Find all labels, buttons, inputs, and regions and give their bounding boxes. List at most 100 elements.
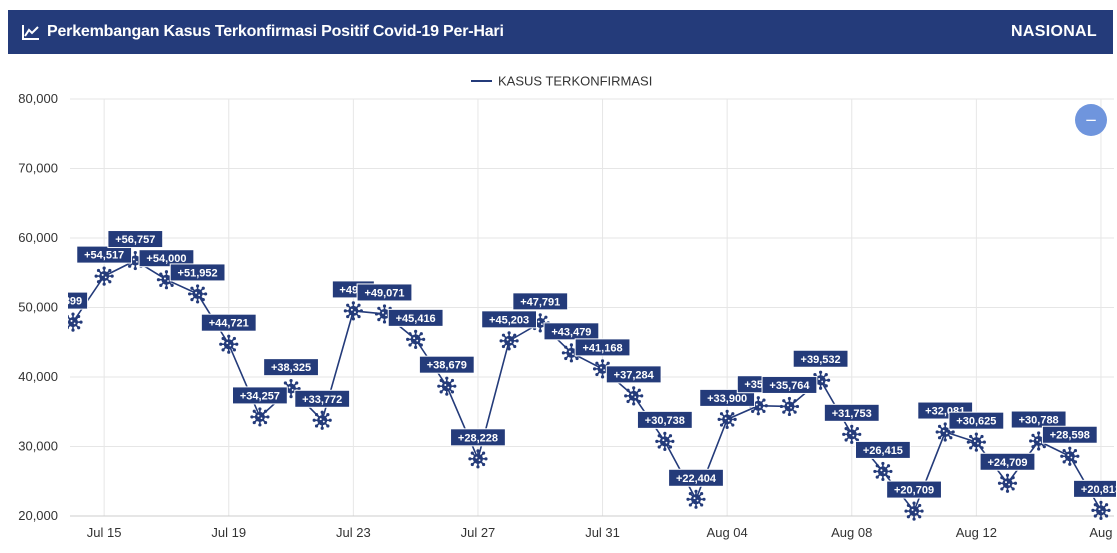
- data-label: +26,415: [855, 440, 911, 459]
- data-label: +28,228: [450, 428, 506, 447]
- x-tick-label: Aug: [1089, 525, 1112, 540]
- y-tick-label: 30,000: [18, 439, 58, 454]
- y-axis: 20,000 30,000 40,000 50,000 60,000 70,000 80,0…: [18, 91, 1114, 523]
- data-label: +38,679: [418, 355, 475, 374]
- data-point-virus-icon[interactable]: [437, 376, 457, 396]
- data-label: 899: [64, 291, 89, 310]
- data-label-text: +28,228: [458, 432, 498, 444]
- data-label: +34,257: [232, 386, 288, 405]
- data-label: +56,757: [107, 230, 164, 249]
- data-label-text: +47,791: [520, 296, 560, 308]
- data-point-virus-icon[interactable]: [1091, 500, 1111, 520]
- data-label: +24,709: [979, 452, 1036, 471]
- data-point-virus-icon[interactable]: [717, 409, 737, 429]
- data-label-text: +51,952: [178, 267, 218, 279]
- data-label: +45,203: [481, 310, 538, 329]
- y-tick-label: 20,000: [18, 508, 58, 523]
- data-point-virus-icon[interactable]: [935, 422, 955, 442]
- data-label: +37,284: [605, 365, 662, 384]
- data-point-virus-icon[interactable]: [655, 431, 675, 451]
- x-tick-label: Jul 15: [87, 525, 122, 540]
- line-chart-icon: [22, 25, 39, 40]
- header-title-group: Perkembangan Kasus Terkonfirmasi Positif…: [22, 10, 504, 54]
- page-title: Perkembangan Kasus Terkonfirmasi Positif…: [47, 23, 504, 40]
- data-label: +20,709: [886, 480, 942, 499]
- data-label-text: +54,000: [146, 253, 186, 265]
- x-tick-label: Jul 23: [336, 525, 371, 540]
- data-point-virus-icon[interactable]: [779, 396, 800, 417]
- data-point-virus-icon[interactable]: [63, 312, 83, 332]
- data-point-virus-icon[interactable]: [997, 473, 1018, 493]
- data-label: +41,168: [574, 338, 631, 357]
- data-point-virus-icon[interactable]: [468, 449, 488, 469]
- data-point-virus-icon[interactable]: [94, 266, 114, 286]
- data-label-text: 899: [64, 296, 82, 308]
- data-point-virus-icon[interactable]: [561, 343, 582, 363]
- data-label: +38,325: [263, 358, 319, 377]
- data-label: +49,071: [356, 283, 413, 302]
- data-label-text: +49,071: [364, 287, 404, 299]
- x-tick-label: Jul 19: [211, 525, 246, 540]
- data-label: +51,952: [169, 263, 226, 282]
- data-label: +30,625: [948, 411, 1005, 430]
- data-label: +35,764: [761, 375, 818, 394]
- data-label-text: +56,757: [115, 234, 155, 246]
- data-label: +30,738: [636, 410, 693, 429]
- data-label-text: +30,738: [645, 415, 685, 427]
- data-label-text: +37,284: [614, 369, 655, 381]
- data-point-virus-icon[interactable]: [343, 301, 363, 321]
- x-tick-label: Aug 08: [831, 525, 872, 540]
- data-label-text: +44,721: [209, 318, 249, 330]
- data-label: +39,532: [792, 349, 849, 368]
- data-label: +44,721: [200, 313, 257, 332]
- data-label-text: +39,532: [801, 354, 841, 366]
- scope-label: NASIONAL: [1011, 23, 1097, 40]
- data-label-text: +30,788: [1019, 415, 1059, 427]
- data-point-virus-icon[interactable]: [686, 489, 706, 509]
- data-label-text: +45,203: [489, 314, 529, 326]
- data-label-text: +20,709: [894, 485, 934, 497]
- data-label: +28,598: [1041, 425, 1098, 444]
- x-tick-label: Aug 04: [707, 525, 748, 540]
- data-point-virus-icon[interactable]: [219, 334, 239, 354]
- minus-icon: −: [1085, 111, 1098, 129]
- data-label-text: +31,753: [832, 408, 872, 420]
- data-point-virus-icon[interactable]: [842, 424, 862, 444]
- legend[interactable]: KASUS TERKONFIRMASI: [471, 74, 652, 89]
- data-point-virus-icon[interactable]: [499, 331, 519, 351]
- data-point-virus-icon[interactable]: [406, 329, 426, 349]
- data-point-virus-icon[interactable]: [188, 284, 208, 304]
- data-label: +54,517: [76, 245, 133, 264]
- plot-area: 899 +54,517 +56,757 +54,000 +51,952 +44,721 +3…: [63, 230, 1116, 521]
- y-tick-label: 50,000: [18, 300, 58, 315]
- data-label: +30,788: [1010, 410, 1067, 429]
- data-point-virus-icon[interactable]: [624, 386, 644, 406]
- y-tick-label: 70,000: [18, 161, 58, 176]
- data-label: +22,404: [668, 468, 724, 487]
- y-tick-label: 40,000: [18, 369, 58, 384]
- data-point-virus-icon[interactable]: [966, 432, 986, 452]
- data-label-text: +24,709: [987, 457, 1027, 469]
- data-label-text: +35,764: [769, 380, 810, 392]
- x-tick-label: Jul 31: [585, 525, 620, 540]
- data-point-virus-icon[interactable]: [1060, 446, 1080, 466]
- legend-item-kasus-terkonfirmasi[interactable]: KASUS TERKONFIRMASI: [498, 74, 652, 89]
- data-label-text: +38,679: [427, 360, 467, 372]
- data-label-text: +34,257: [240, 390, 280, 402]
- data-label: +33,900: [699, 388, 756, 407]
- data-label-text: +45,416: [396, 313, 436, 325]
- data-point-virus-icon[interactable]: [312, 410, 332, 430]
- data-label: +20,813: [1073, 479, 1116, 498]
- data-point-virus-icon[interactable]: [873, 461, 893, 482]
- data-label-text: +54,517: [84, 250, 124, 262]
- zoom-out-button[interactable]: −: [1075, 104, 1107, 136]
- series-line-kasus-terkonfirmasi: [72, 259, 1102, 513]
- data-point-virus-icon[interactable]: [904, 501, 924, 521]
- chart-header: Perkembangan Kasus Terkonfirmasi Positif…: [8, 10, 1113, 54]
- data-label: +47,791: [512, 292, 569, 311]
- data-label-text: +43,479: [551, 326, 591, 338]
- data-point-virus-icon[interactable]: [250, 407, 270, 427]
- data-label-text: +28,598: [1050, 430, 1090, 442]
- data-label: +33,772: [294, 389, 351, 408]
- data-label-text: +30,625: [956, 416, 996, 428]
